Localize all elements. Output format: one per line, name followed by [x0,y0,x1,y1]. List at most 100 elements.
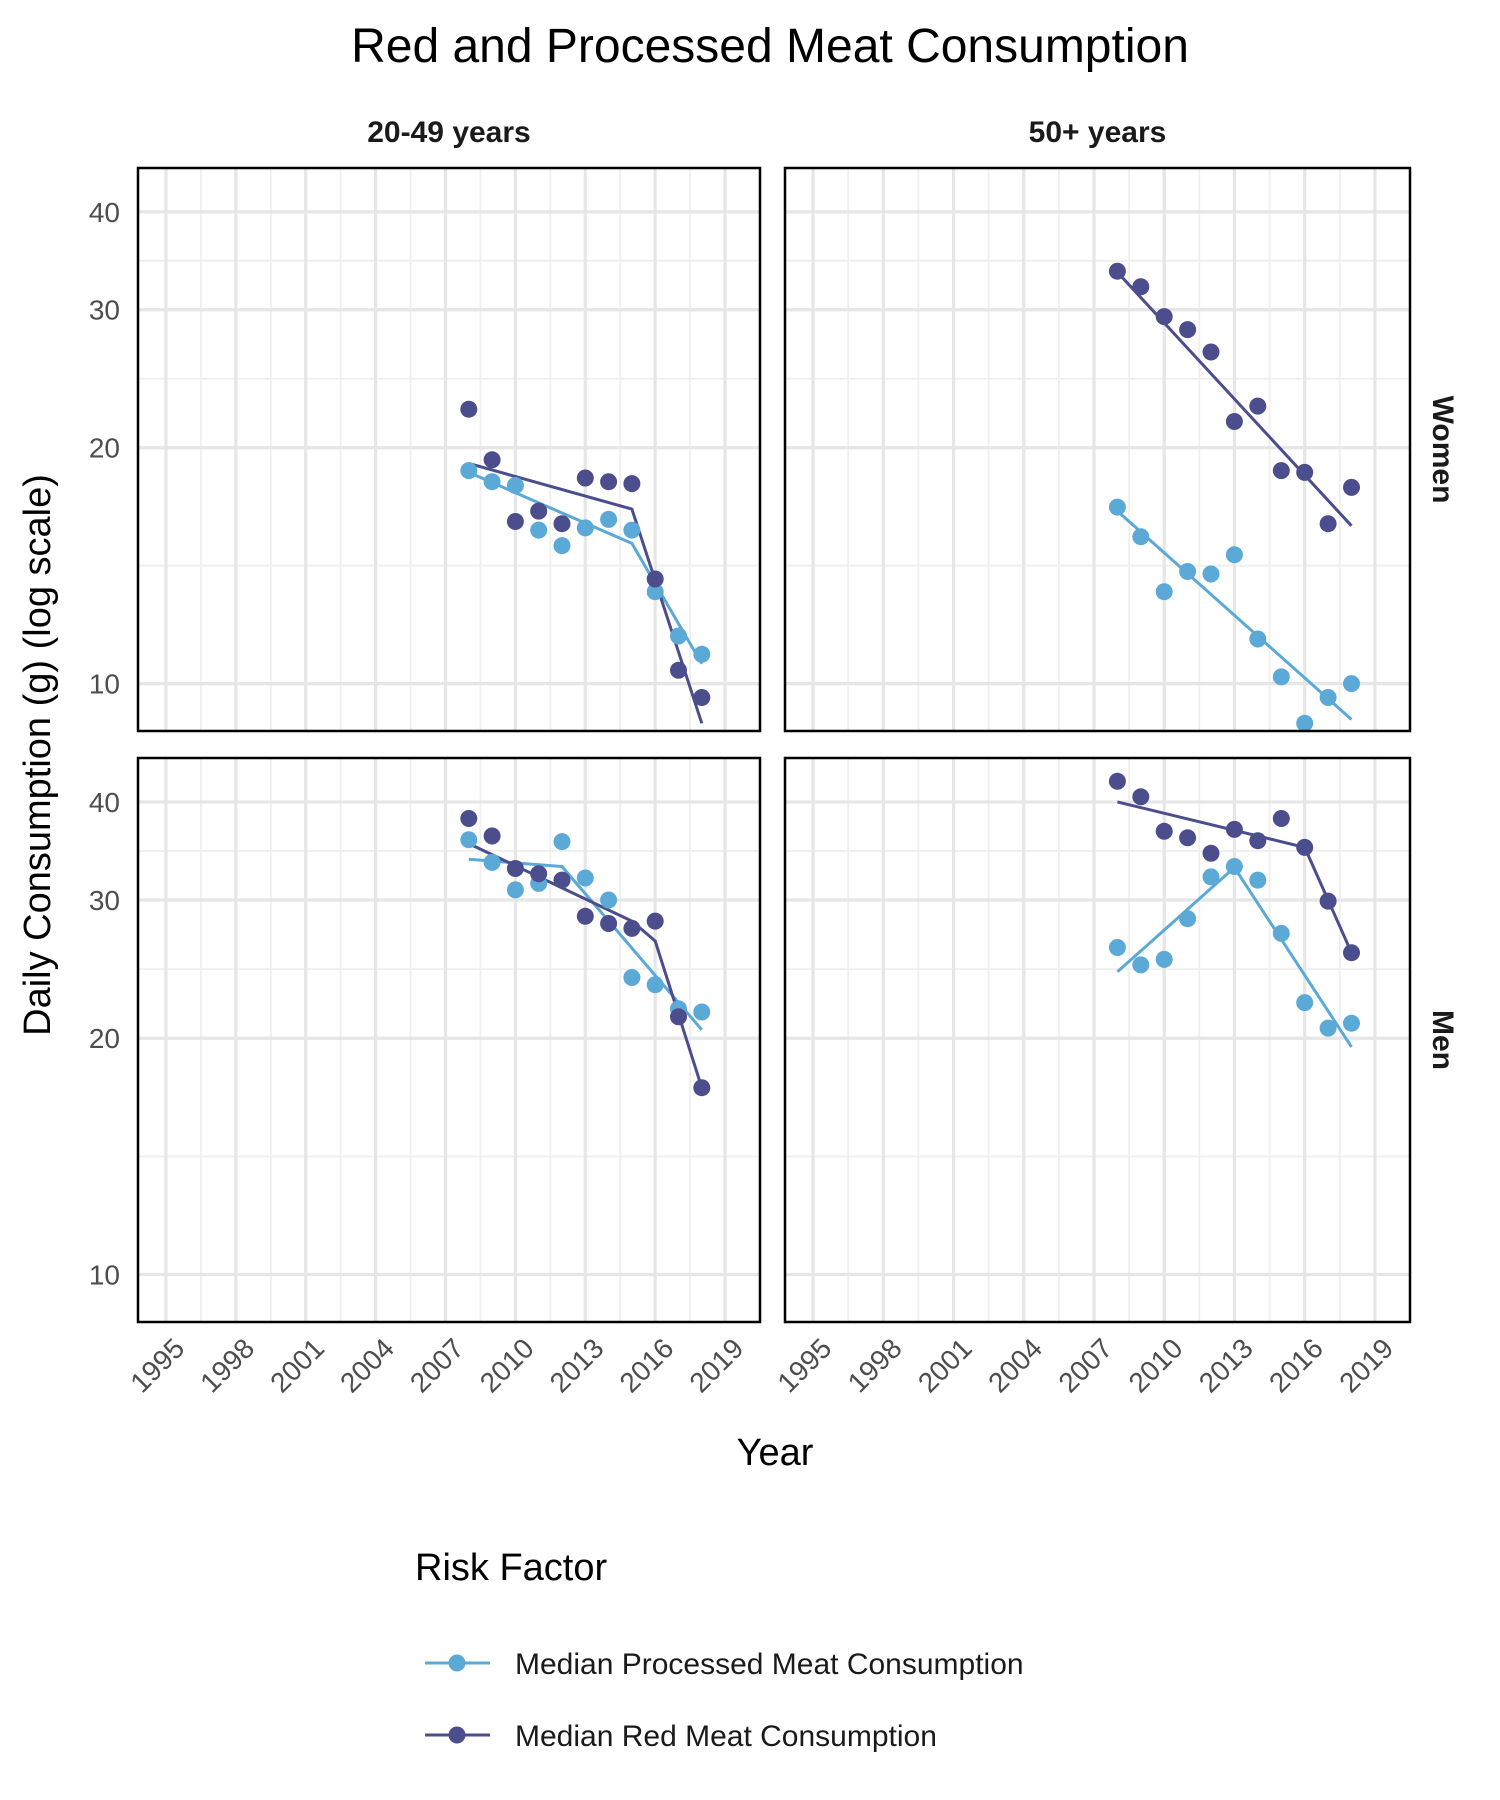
data-point-red [483,451,501,469]
data-point-processed [460,462,478,480]
facet-strip-row: Men [1426,1010,1459,1070]
facet-panel [783,166,1412,733]
data-point-red [553,515,571,533]
data-point-processed [530,521,548,539]
data-point-processed [600,510,618,528]
data-point-processed [623,969,641,986]
data-point-processed [1132,528,1150,546]
trend-line-processed [468,471,704,665]
data-point-processed [1108,498,1126,516]
data-point-red [1319,892,1337,910]
x-tick-label: 2001 [264,1332,330,1398]
data-point-red [1132,278,1150,296]
data-point-processed [553,537,571,555]
data-point-red [693,689,711,706]
y-axis-title: Daily Consumption (g) (log scale) [17,474,59,1036]
facet-strip-column: 50+ years [1029,116,1167,149]
data-point-red [646,912,664,930]
y-tick-label: 10 [89,669,120,700]
data-point-red [483,827,501,845]
x-tick-label: 2013 [1193,1332,1259,1398]
data-point-red [1155,822,1173,840]
data-point-red [693,1079,711,1097]
data-point-red [1272,810,1290,827]
data-point-red [1249,832,1267,850]
x-tick-label: 2001 [912,1332,978,1398]
data-point-red [1179,321,1197,339]
data-point-processed [1296,994,1314,1012]
data-point-processed [1249,630,1267,648]
x-axis-title: Year [737,1432,814,1474]
data-point-red [1132,788,1150,806]
x-tick-label: 2004 [334,1332,400,1398]
data-point-processed [1296,714,1314,732]
x-tick-label: 1995 [124,1332,190,1398]
facet-panels [136,166,1412,1324]
data-point-processed [576,869,594,887]
y-tick-label: 20 [89,1023,120,1054]
data-point-red [1202,844,1220,862]
data-point-red [600,473,618,491]
trend-line-processed [1116,509,1353,721]
data-point-processed [693,645,711,663]
y-tick-label: 40 [89,787,120,818]
x-tick-label: 2016 [1263,1332,1329,1398]
legend: Risk Factor Median Processed Meat Consum… [415,1547,1024,1753]
data-point-red [576,907,594,925]
facet-panel [136,756,762,1324]
data-point-processed [623,521,641,539]
x-tick-label: 1998 [842,1332,908,1398]
data-point-processed [1272,924,1290,942]
y-tick-label: 30 [89,295,120,326]
data-point-processed [1249,871,1267,889]
data-point-processed [576,519,594,537]
data-point-processed [1132,956,1150,974]
data-point-red [1225,820,1243,838]
legend-label: Median Processed Meat Consumption [515,1648,1024,1681]
x-tick-label: 2019 [683,1332,749,1398]
y-tick-label: 20 [89,433,120,464]
data-point-red [1108,262,1126,280]
data-point-processed [1272,668,1290,686]
panel-border [136,166,762,733]
data-point-processed [646,583,664,601]
data-point-red [460,810,478,827]
data-point-red [1296,463,1314,481]
chart-title: Red and Processed Meat Consumption [351,20,1189,73]
data-point-processed [1202,868,1220,886]
x-tick-label: 1998 [194,1332,260,1398]
data-point-red [1249,397,1267,415]
data-point-red [670,661,687,679]
facet-strip-column: 20-49 years [367,116,530,149]
data-point-red [506,860,524,877]
data-point-red [506,513,524,530]
data-point-processed [1343,1014,1360,1032]
y-tick-label: 30 [89,885,120,916]
data-point-red [553,871,571,889]
data-point-red [623,919,641,937]
data-point-red [530,865,548,883]
data-point-red [530,502,548,520]
x-tick-label: 2013 [544,1332,610,1398]
trend-line-red [468,461,704,724]
data-point-red [576,469,594,487]
data-point-processed [600,891,618,909]
data-point-red [670,1008,687,1026]
y-tick-label: 40 [89,197,120,228]
data-point-red [460,400,478,418]
data-point-processed [1225,858,1243,875]
x-tick-label: 2010 [1123,1332,1189,1398]
data-point-processed [553,833,571,851]
legend-key-point [448,1726,466,1744]
data-point-processed [1108,939,1126,956]
panel-border [783,756,1412,1324]
legend-key-point [448,1654,466,1672]
x-tick-label: 2010 [474,1332,540,1398]
data-point-processed [506,881,524,899]
x-tick-label: 2004 [982,1332,1048,1398]
data-point-processed [1319,1019,1337,1037]
data-point-red [1108,772,1126,790]
data-point-processed [1179,563,1197,580]
data-point-processed [460,831,478,849]
data-point-red [1272,462,1290,480]
